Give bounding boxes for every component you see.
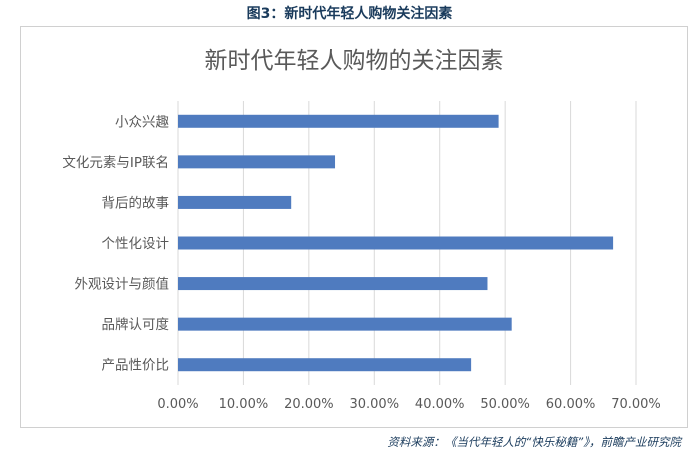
bar bbox=[178, 155, 336, 169]
x-tick-label: 0.00% bbox=[157, 397, 198, 412]
x-tick-label: 30.00% bbox=[349, 397, 399, 412]
category-label: 外观设计与颜值 bbox=[75, 277, 170, 293]
category-label: 产品性价比 bbox=[102, 358, 170, 374]
category-label: 个性化设计 bbox=[102, 236, 170, 252]
x-tick-label: 40.00% bbox=[415, 397, 465, 412]
bar bbox=[178, 358, 472, 372]
bar bbox=[178, 236, 614, 250]
x-tick-label: 50.00% bbox=[480, 397, 530, 412]
category-label: 小众兴趣 bbox=[115, 114, 169, 130]
bar bbox=[178, 114, 499, 128]
chart-title: 新时代年轻人购物的关注因素 bbox=[204, 48, 504, 74]
x-tick-label: 60.00% bbox=[546, 397, 596, 412]
figure-caption: 图3：新时代年轻人购物关注因素 bbox=[246, 6, 453, 22]
bar bbox=[178, 317, 512, 331]
source-note: 资料来源：《当代年轻人的“快乐秘籍”》，前瞻产业研究院 bbox=[387, 435, 681, 449]
x-tick-label: 10.00% bbox=[219, 397, 269, 412]
bar-chart-plot: 0.00% 10.00% 20.00% 30.00% 40.00% 50.00% 60.00… bbox=[62, 101, 661, 412]
category-label: 品牌认可度 bbox=[102, 316, 170, 333]
bar bbox=[178, 277, 488, 291]
chart-frame: 新时代年轻人购物的关注因素 0.00% 10.00% 20.00% 30.00% 40.… bbox=[20, 26, 688, 428]
x-tick-label: 20.00% bbox=[284, 397, 334, 412]
category-label: 背后的故事 bbox=[102, 195, 170, 211]
bar bbox=[178, 195, 292, 209]
x-tick-label: 70.00% bbox=[611, 397, 661, 412]
category-label: 文化元素与IP联名 bbox=[62, 155, 169, 171]
